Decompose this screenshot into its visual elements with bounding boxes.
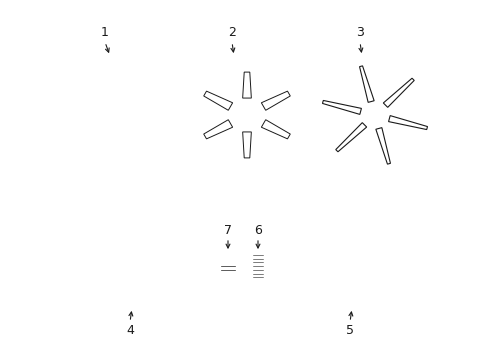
Polygon shape	[388, 116, 427, 130]
Bar	[252, 255, 263, 281]
Polygon shape	[335, 123, 366, 152]
Polygon shape	[375, 128, 389, 164]
Bar	[248, 249, 266, 255]
Text: 5: 5	[346, 324, 353, 337]
Text: 1: 1	[101, 26, 109, 39]
Polygon shape	[359, 66, 373, 102]
Polygon shape	[261, 91, 290, 110]
Polygon shape	[261, 120, 290, 139]
Polygon shape	[322, 100, 361, 114]
Text: 7: 7	[224, 224, 231, 237]
Polygon shape	[383, 78, 413, 107]
Text: 4: 4	[126, 324, 134, 337]
Polygon shape	[203, 120, 232, 139]
Text: 2: 2	[227, 26, 235, 39]
Polygon shape	[203, 91, 232, 110]
Polygon shape	[242, 72, 251, 98]
Text: 6: 6	[254, 224, 262, 237]
Bar	[221, 253, 235, 257]
Bar	[221, 261, 235, 274]
Text: 3: 3	[355, 26, 363, 39]
Polygon shape	[242, 132, 251, 158]
